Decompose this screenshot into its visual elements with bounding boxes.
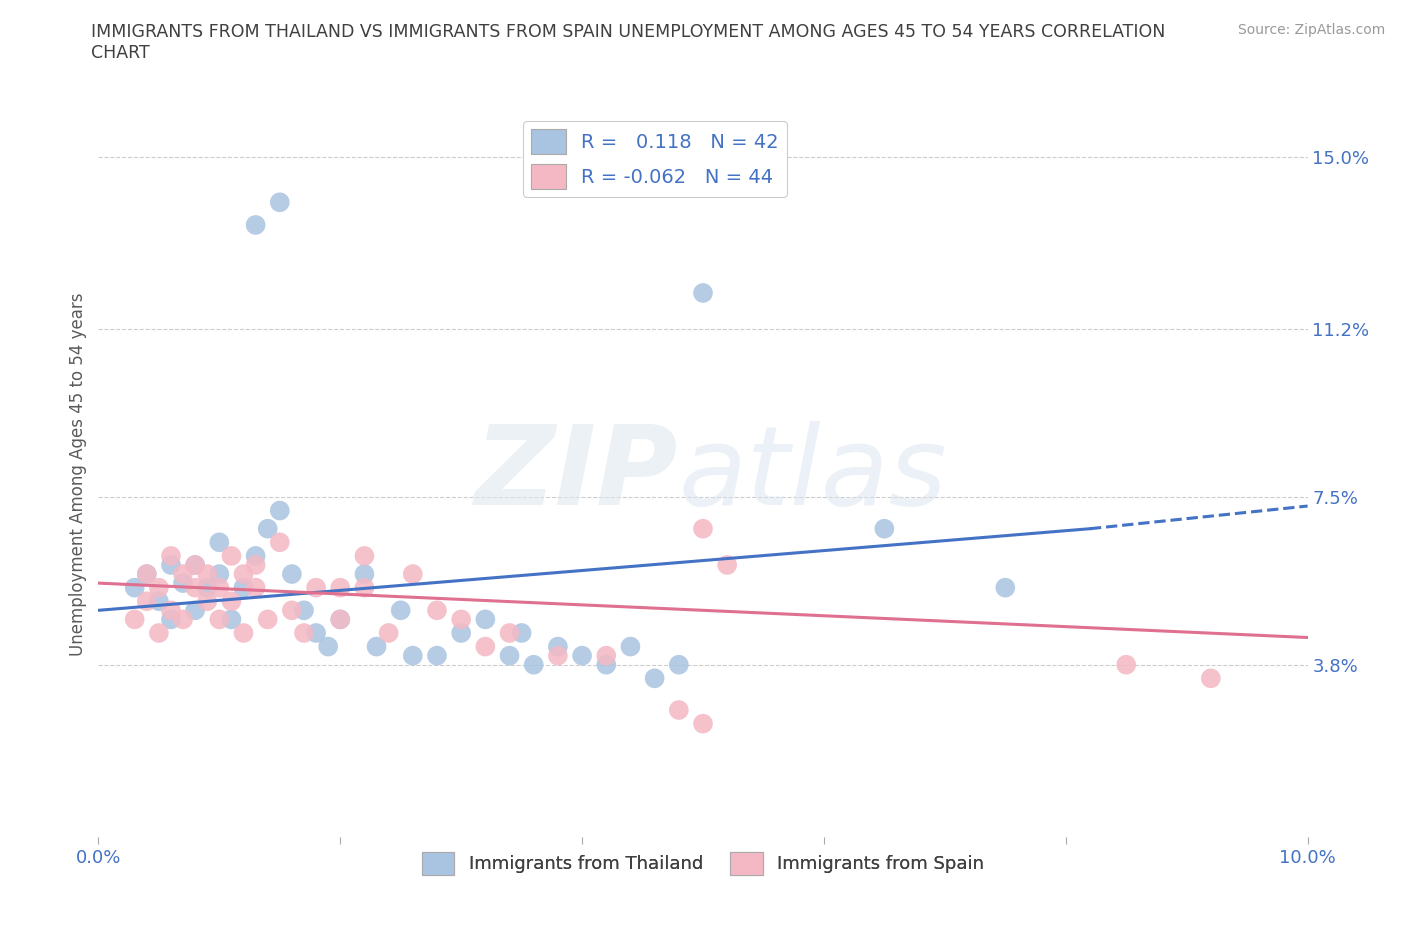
Point bbox=[172, 612, 194, 627]
Point bbox=[281, 566, 304, 581]
Point bbox=[1115, 658, 1137, 672]
Y-axis label: Unemployment Among Ages 45 to 54 years: Unemployment Among Ages 45 to 54 years bbox=[69, 293, 87, 656]
Point bbox=[426, 648, 449, 663]
Point bbox=[571, 648, 593, 663]
Point bbox=[329, 612, 352, 627]
Point bbox=[353, 549, 375, 564]
Point bbox=[281, 603, 304, 618]
Point bbox=[160, 603, 183, 618]
Legend: Immigrants from Thailand, Immigrants from Spain: Immigrants from Thailand, Immigrants fro… bbox=[415, 844, 991, 883]
Point bbox=[498, 648, 520, 663]
Point bbox=[377, 626, 399, 641]
Text: atlas: atlas bbox=[679, 420, 948, 528]
Point bbox=[692, 716, 714, 731]
Point bbox=[994, 580, 1017, 595]
Point bbox=[184, 603, 207, 618]
Point bbox=[547, 648, 569, 663]
Point bbox=[172, 576, 194, 591]
Point bbox=[160, 549, 183, 564]
Point bbox=[644, 671, 666, 685]
Point bbox=[692, 286, 714, 300]
Point bbox=[195, 594, 218, 609]
Point bbox=[148, 580, 170, 595]
Point bbox=[353, 580, 375, 595]
Point bbox=[474, 639, 496, 654]
Point bbox=[160, 558, 183, 573]
Point bbox=[160, 612, 183, 627]
Point bbox=[208, 566, 231, 581]
Point bbox=[329, 580, 352, 595]
Point bbox=[1199, 671, 1222, 685]
Point bbox=[692, 521, 714, 536]
Point bbox=[148, 594, 170, 609]
Point bbox=[245, 218, 267, 232]
Point bbox=[510, 626, 533, 641]
Point bbox=[124, 612, 146, 627]
Point bbox=[195, 566, 218, 581]
Point bbox=[426, 603, 449, 618]
Point bbox=[316, 639, 339, 654]
Point bbox=[184, 558, 207, 573]
Point bbox=[292, 603, 315, 618]
Point bbox=[305, 580, 328, 595]
Point bbox=[547, 639, 569, 654]
Point bbox=[450, 612, 472, 627]
Point bbox=[498, 626, 520, 641]
Point bbox=[873, 521, 896, 536]
Point bbox=[208, 580, 231, 595]
Point bbox=[402, 566, 425, 581]
Point bbox=[292, 626, 315, 641]
Point bbox=[232, 626, 254, 641]
Point bbox=[450, 626, 472, 641]
Point bbox=[232, 566, 254, 581]
Point bbox=[595, 658, 617, 672]
Point bbox=[208, 612, 231, 627]
Point bbox=[269, 503, 291, 518]
Text: Source: ZipAtlas.com: Source: ZipAtlas.com bbox=[1237, 23, 1385, 37]
Point bbox=[124, 580, 146, 595]
Point bbox=[269, 535, 291, 550]
Text: ZIP: ZIP bbox=[475, 420, 679, 528]
Point bbox=[474, 612, 496, 627]
Point bbox=[245, 580, 267, 595]
Point bbox=[221, 612, 243, 627]
Point bbox=[668, 658, 690, 672]
Point bbox=[221, 549, 243, 564]
Point bbox=[329, 612, 352, 627]
Point bbox=[716, 558, 738, 573]
Point bbox=[208, 535, 231, 550]
Point bbox=[221, 594, 243, 609]
Point bbox=[668, 703, 690, 718]
Point bbox=[148, 626, 170, 641]
Point bbox=[353, 566, 375, 581]
Point bbox=[184, 580, 207, 595]
Point bbox=[232, 580, 254, 595]
Point bbox=[135, 594, 157, 609]
Point bbox=[184, 558, 207, 573]
Point bbox=[256, 612, 278, 627]
Point bbox=[245, 558, 267, 573]
Point bbox=[366, 639, 388, 654]
Point bbox=[245, 549, 267, 564]
Point bbox=[523, 658, 546, 672]
Point bbox=[402, 648, 425, 663]
Point bbox=[595, 648, 617, 663]
Point bbox=[195, 580, 218, 595]
Point bbox=[256, 521, 278, 536]
Point bbox=[389, 603, 412, 618]
Point bbox=[135, 566, 157, 581]
Text: IMMIGRANTS FROM THAILAND VS IMMIGRANTS FROM SPAIN UNEMPLOYMENT AMONG AGES 45 TO : IMMIGRANTS FROM THAILAND VS IMMIGRANTS F… bbox=[91, 23, 1166, 62]
Point bbox=[135, 566, 157, 581]
Point bbox=[619, 639, 641, 654]
Point bbox=[305, 626, 328, 641]
Point bbox=[269, 195, 291, 210]
Point bbox=[172, 566, 194, 581]
